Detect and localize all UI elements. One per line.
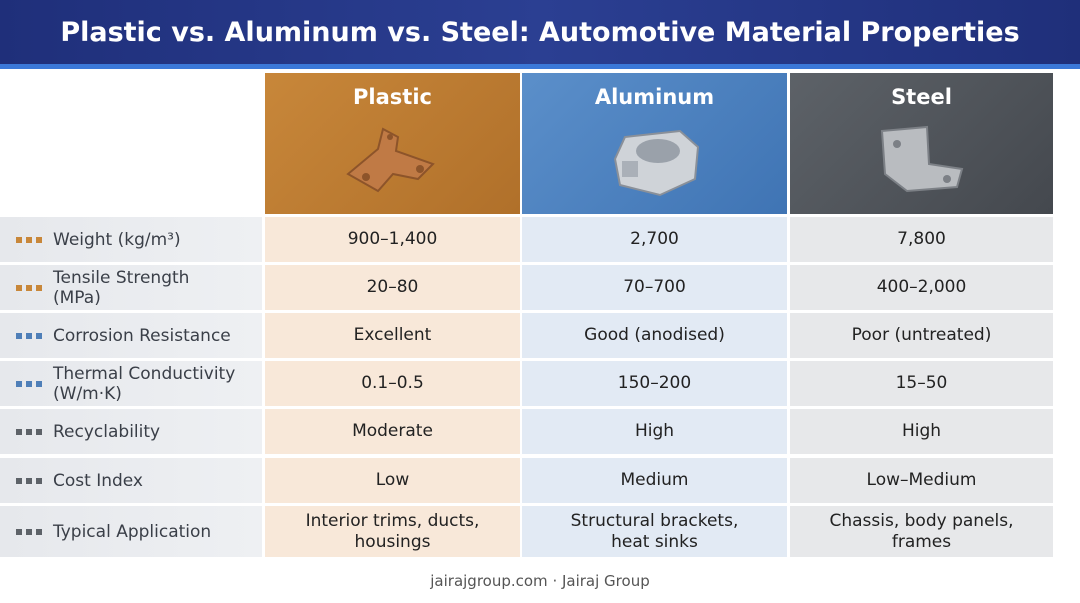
- bullet: [26, 236, 32, 243]
- row-label-text: Tensile Strength (MPa): [53, 267, 190, 308]
- row-label: Cost Index: [0, 458, 262, 503]
- row-label-text: Weight (kg/m³): [53, 229, 181, 250]
- bullet: [36, 284, 42, 291]
- row-label: Tensile Strength (MPa): [0, 265, 262, 310]
- column-title: Plastic: [353, 85, 432, 109]
- bullet: [36, 428, 42, 435]
- column-header: Steel: [790, 73, 1053, 214]
- cell: Interior trims, ducts, housings: [265, 506, 520, 557]
- cell: Chassis, body panels, frames: [790, 506, 1053, 557]
- column-title: Aluminum: [594, 85, 715, 109]
- cell: 0.1–0.5: [265, 361, 520, 406]
- cell: High: [522, 409, 787, 454]
- material-image: [265, 119, 520, 199]
- cell: Excellent: [265, 313, 520, 358]
- bullet: [36, 332, 42, 339]
- column-title: Steel: [891, 85, 952, 109]
- column-header: Aluminum: [522, 73, 787, 214]
- cell: Moderate: [265, 409, 520, 454]
- cell: 150–200: [522, 361, 787, 406]
- bullet: [26, 477, 32, 484]
- bullet: [36, 236, 42, 243]
- material-image: [522, 119, 787, 199]
- bullet: [16, 477, 22, 484]
- title: Plastic vs. Aluminum vs. Steel: Automoti…: [0, 0, 1080, 64]
- cell: 15–50: [790, 361, 1053, 406]
- cell: Good (anodised): [522, 313, 787, 358]
- row-label-text: Corrosion Resistance: [53, 325, 231, 346]
- title-underline: [0, 64, 1080, 69]
- row-label-text: Cost Index: [53, 470, 143, 491]
- bullet: [16, 528, 22, 535]
- cell: Medium: [522, 458, 787, 503]
- row-label: Thermal Conductivity (W/m·K): [0, 361, 262, 406]
- bullet: [16, 428, 22, 435]
- bullet: [26, 380, 32, 387]
- bullet: [16, 236, 22, 243]
- row-label: Weight (kg/m³): [0, 217, 262, 262]
- cell: Low–Medium: [790, 458, 1053, 503]
- cell: 2,700: [522, 217, 787, 262]
- row-label: Recyclability: [0, 409, 262, 454]
- footer: jairajgroup.com · Jairaj Group: [430, 572, 650, 590]
- cell: 70–700: [522, 265, 787, 310]
- bullet: [26, 284, 32, 291]
- bullet: [26, 332, 32, 339]
- row-label: Typical Application: [0, 506, 262, 557]
- cell: 400–2,000: [790, 265, 1053, 310]
- bullet: [16, 284, 22, 291]
- row-label: Corrosion Resistance: [0, 313, 262, 358]
- cell: Poor (untreated): [790, 313, 1053, 358]
- cell: 20–80: [265, 265, 520, 310]
- bullet: [26, 428, 32, 435]
- row-label-text: Thermal Conductivity (W/m·K): [53, 363, 236, 404]
- cell: Structural brackets, heat sinks: [522, 506, 787, 557]
- row-label-text: Typical Application: [53, 521, 212, 542]
- column-header: Plastic: [265, 73, 520, 214]
- bullet: [16, 380, 22, 387]
- bullet: [16, 332, 22, 339]
- row-label-text: Recyclability: [53, 421, 161, 442]
- bullet: [36, 528, 42, 535]
- bullet: [36, 380, 42, 387]
- bullet: [36, 477, 42, 484]
- cell: High: [790, 409, 1053, 454]
- material-image: [790, 119, 1053, 199]
- cell: 900–1,400: [265, 217, 520, 262]
- cell: 7,800: [790, 217, 1053, 262]
- bullet: [26, 528, 32, 535]
- cell: Low: [265, 458, 520, 503]
